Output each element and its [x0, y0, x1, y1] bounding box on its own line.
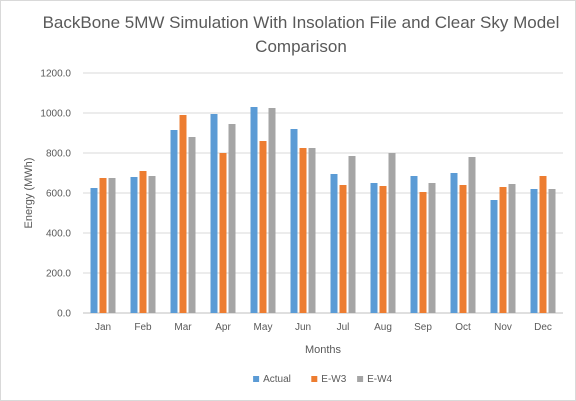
- x-tick-label: Jul: [337, 322, 350, 333]
- bar-actual: [490, 200, 498, 313]
- bar-e-w3: [179, 115, 187, 313]
- bar-e-w4: [468, 157, 476, 313]
- legend-swatch: [357, 376, 364, 382]
- x-tick-label: Dec: [534, 322, 552, 333]
- bar-e-w4: [188, 137, 196, 313]
- y-axis-title: Energy (MWh): [23, 158, 35, 229]
- bar-actual: [170, 130, 178, 313]
- bar-e-w4: [508, 184, 516, 313]
- y-tick-label: 400.0: [46, 229, 71, 240]
- x-tick-label: Mar: [174, 322, 192, 333]
- x-axis-title: Months: [305, 344, 342, 356]
- x-tick-label: Nov: [494, 322, 512, 333]
- bar-e-w4: [148, 176, 156, 313]
- bar-e-w3: [419, 192, 427, 313]
- y-tick-label: 1000.0: [40, 109, 71, 120]
- bar-e-w4: [308, 148, 316, 313]
- bar-e-w3: [259, 141, 267, 313]
- x-tick-label: Jun: [295, 322, 311, 333]
- bar-e-w3: [539, 176, 547, 313]
- bar-e-w3: [299, 148, 307, 313]
- bar-e-w3: [459, 185, 467, 313]
- legend-label: Actual: [263, 374, 291, 385]
- y-tick-label: 200.0: [46, 269, 71, 280]
- bar-e-w4: [428, 183, 436, 313]
- bar-actual: [210, 114, 218, 313]
- x-tick-label: Jan: [95, 322, 111, 333]
- bar-e-w3: [99, 178, 107, 313]
- y-tick-label: 0.0: [57, 309, 71, 320]
- bar-actual: [330, 174, 338, 313]
- bar-actual: [410, 176, 418, 313]
- bar-e-w3: [339, 185, 347, 313]
- x-tick-label: Apr: [215, 322, 231, 333]
- bar-e-w4: [108, 178, 116, 313]
- y-tick-label: 600.0: [46, 189, 71, 200]
- legend-swatch: [253, 376, 260, 382]
- bar-e-w3: [379, 186, 387, 313]
- bar-e-w4: [388, 153, 396, 313]
- legend-swatch: [311, 376, 318, 382]
- bar-e-w3: [499, 187, 507, 313]
- bar-actual: [450, 173, 458, 313]
- x-tick-label: May: [254, 322, 273, 333]
- y-tick-label: 1200.0: [40, 69, 71, 80]
- bar-actual: [290, 129, 298, 313]
- chart-title: BackBone 5MW Simulation With Insolation …: [42, 13, 560, 56]
- x-tick-label: Oct: [455, 322, 471, 333]
- bar-e-w3: [139, 171, 147, 313]
- legend-label: E-W4: [367, 374, 392, 385]
- x-tick-label: Aug: [374, 322, 392, 333]
- bar-actual: [370, 183, 378, 313]
- bar-e-w4: [348, 156, 356, 313]
- bar-e-w3: [219, 153, 227, 313]
- x-tick-label: Sep: [414, 322, 432, 333]
- bar-actual: [130, 177, 138, 313]
- y-tick-label: 800.0: [46, 149, 71, 160]
- legend-label: E-W3: [321, 374, 346, 385]
- x-tick-label: Feb: [134, 322, 152, 333]
- bar-e-w4: [548, 189, 556, 313]
- bar-actual: [530, 189, 538, 313]
- bar-actual: [250, 107, 258, 313]
- bar-e-w4: [268, 108, 276, 313]
- bar-actual: [90, 188, 98, 313]
- bar-e-w4: [228, 124, 236, 313]
